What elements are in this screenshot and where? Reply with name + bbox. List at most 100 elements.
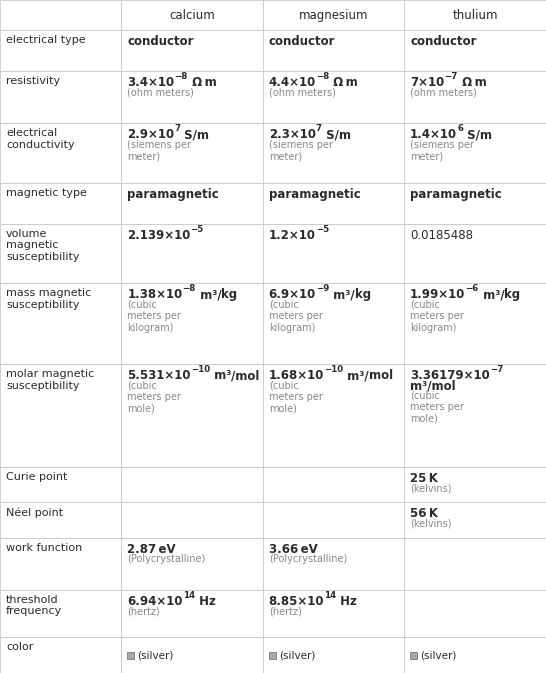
Bar bbox=[404, 283, 546, 364]
Text: (hertz): (hertz) bbox=[127, 606, 160, 616]
Bar bbox=[121, 364, 263, 466]
Bar bbox=[263, 71, 404, 123]
Text: conductor: conductor bbox=[127, 35, 194, 48]
Bar bbox=[269, 651, 276, 659]
Text: S/m: S/m bbox=[463, 128, 492, 141]
Text: mol: mol bbox=[369, 369, 393, 382]
Text: 2.9×10: 2.9×10 bbox=[127, 128, 174, 141]
Text: (hertz): (hertz) bbox=[269, 606, 301, 616]
Bar bbox=[121, 223, 263, 283]
Bar bbox=[121, 590, 263, 637]
Bar bbox=[263, 0, 404, 30]
Bar bbox=[404, 538, 546, 590]
Text: magnesium: magnesium bbox=[299, 9, 368, 22]
Text: (cubic
meters per
mole): (cubic meters per mole) bbox=[127, 380, 181, 414]
Bar bbox=[404, 637, 546, 673]
Text: −6: −6 bbox=[465, 284, 479, 293]
Text: 0.0185488: 0.0185488 bbox=[410, 229, 473, 242]
Text: (cubic
meters per
kilogram): (cubic meters per kilogram) bbox=[127, 299, 181, 332]
Text: 3.36179×10: 3.36179×10 bbox=[410, 369, 490, 382]
Text: 3.4×10: 3.4×10 bbox=[127, 76, 174, 90]
Bar bbox=[263, 538, 404, 590]
Text: Hz: Hz bbox=[195, 595, 216, 608]
Text: (ohm meters): (ohm meters) bbox=[269, 87, 335, 98]
Bar bbox=[0, 123, 121, 182]
Bar bbox=[121, 123, 263, 182]
Text: 14: 14 bbox=[183, 591, 195, 600]
Text: 2.3×10: 2.3×10 bbox=[269, 128, 316, 141]
Text: color: color bbox=[6, 642, 33, 652]
Text: calcium: calcium bbox=[169, 9, 215, 22]
Bar bbox=[0, 590, 121, 637]
Bar bbox=[263, 123, 404, 182]
Bar bbox=[263, 30, 404, 71]
Bar bbox=[263, 466, 404, 502]
Text: electrical
conductivity: electrical conductivity bbox=[6, 128, 75, 150]
Text: 2.139×10: 2.139×10 bbox=[127, 229, 191, 242]
Text: Ω m: Ω m bbox=[188, 76, 216, 90]
Text: m³/mol: m³/mol bbox=[410, 380, 456, 392]
Text: m³/: m³/ bbox=[329, 288, 355, 301]
Text: kg: kg bbox=[505, 288, 520, 301]
Text: −8: −8 bbox=[316, 73, 329, 81]
Bar bbox=[121, 538, 263, 590]
Text: (Polycrystalline): (Polycrystalline) bbox=[127, 555, 205, 565]
Text: 1.99×10: 1.99×10 bbox=[410, 288, 465, 301]
Text: (kelvins): (kelvins) bbox=[410, 483, 452, 493]
Bar bbox=[0, 466, 121, 502]
Bar bbox=[0, 0, 121, 30]
Text: 8.85×10: 8.85×10 bbox=[269, 595, 324, 608]
Text: conductor: conductor bbox=[269, 35, 335, 48]
Bar bbox=[121, 182, 263, 223]
Bar bbox=[404, 182, 546, 223]
Text: mass magnetic
susceptibility: mass magnetic susceptibility bbox=[6, 288, 91, 310]
Text: kg: kg bbox=[221, 288, 238, 301]
Bar bbox=[263, 283, 404, 364]
Bar bbox=[0, 538, 121, 590]
Text: S/m: S/m bbox=[181, 128, 210, 141]
Bar bbox=[121, 71, 263, 123]
Text: (silver): (silver) bbox=[137, 650, 174, 660]
Text: Ω m: Ω m bbox=[458, 76, 486, 90]
Text: 6.9×10: 6.9×10 bbox=[269, 288, 316, 301]
Text: −5: −5 bbox=[191, 225, 204, 234]
Bar bbox=[0, 30, 121, 71]
Text: Curie point: Curie point bbox=[6, 472, 67, 482]
Text: m³: m³ bbox=[210, 369, 231, 382]
Bar bbox=[0, 637, 121, 673]
Text: −9: −9 bbox=[316, 284, 329, 293]
Text: 14: 14 bbox=[324, 591, 336, 600]
Bar bbox=[121, 466, 263, 502]
Bar bbox=[121, 637, 263, 673]
Text: paramagnetic: paramagnetic bbox=[410, 188, 502, 201]
Text: work function: work function bbox=[6, 543, 82, 553]
Text: (cubic
meters per
kilogram): (cubic meters per kilogram) bbox=[269, 299, 323, 332]
Bar bbox=[404, 123, 546, 182]
Text: (ohm meters): (ohm meters) bbox=[127, 87, 194, 98]
Text: thulium: thulium bbox=[452, 9, 498, 22]
Bar bbox=[121, 30, 263, 71]
Text: −10: −10 bbox=[324, 365, 343, 374]
Text: (cubic
meters per
mole): (cubic meters per mole) bbox=[410, 390, 464, 423]
Bar bbox=[404, 502, 546, 538]
Text: −10: −10 bbox=[191, 365, 210, 374]
Bar bbox=[0, 223, 121, 283]
Bar bbox=[263, 223, 404, 283]
Text: Hz: Hz bbox=[336, 595, 357, 608]
Text: volume
magnetic
susceptibility: volume magnetic susceptibility bbox=[6, 229, 80, 262]
Text: (kelvins): (kelvins) bbox=[410, 519, 452, 529]
Text: 56 K: 56 K bbox=[410, 507, 438, 520]
Bar bbox=[263, 502, 404, 538]
Bar bbox=[0, 502, 121, 538]
Text: m³/: m³/ bbox=[343, 369, 369, 382]
Text: Ω m: Ω m bbox=[329, 76, 358, 90]
Bar bbox=[404, 364, 546, 466]
Bar bbox=[0, 182, 121, 223]
Text: m³/: m³/ bbox=[195, 288, 221, 301]
Text: Néel point: Néel point bbox=[6, 507, 63, 518]
Bar bbox=[410, 651, 417, 659]
Bar bbox=[263, 590, 404, 637]
Bar bbox=[263, 182, 404, 223]
Text: m³/: m³/ bbox=[479, 288, 505, 301]
Bar bbox=[121, 502, 263, 538]
